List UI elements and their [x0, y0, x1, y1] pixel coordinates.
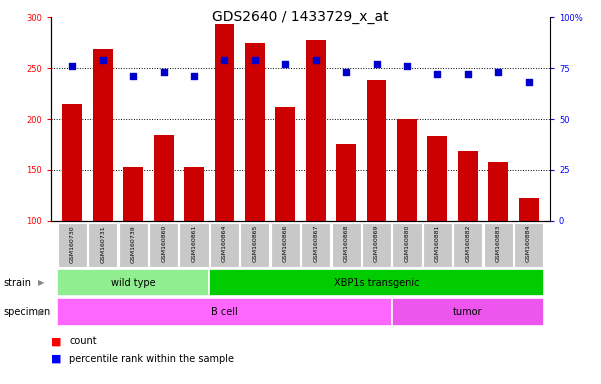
- Bar: [458, 151, 478, 221]
- Bar: [392, 298, 544, 326]
- Bar: [58, 223, 87, 267]
- Text: B cell: B cell: [211, 307, 238, 317]
- Point: [311, 57, 320, 63]
- Text: percentile rank within the sample: percentile rank within the sample: [69, 354, 234, 364]
- Text: GSM160882: GSM160882: [465, 225, 471, 262]
- Point: [219, 57, 229, 63]
- Bar: [427, 136, 447, 221]
- Point: [372, 61, 382, 67]
- Bar: [484, 223, 513, 267]
- Text: GSM160880: GSM160880: [404, 225, 409, 262]
- Bar: [519, 199, 538, 221]
- Text: GSM160864: GSM160864: [222, 225, 227, 262]
- Bar: [306, 40, 326, 221]
- Bar: [367, 80, 386, 221]
- Text: specimen: specimen: [3, 307, 50, 317]
- Point: [67, 63, 77, 69]
- Text: tumor: tumor: [453, 307, 483, 317]
- Point: [463, 71, 472, 77]
- Bar: [392, 223, 421, 267]
- Bar: [270, 223, 300, 267]
- Bar: [154, 135, 174, 221]
- Bar: [245, 43, 265, 221]
- Bar: [362, 223, 391, 267]
- Bar: [118, 223, 148, 267]
- Point: [402, 63, 412, 69]
- Text: ■: ■: [51, 354, 61, 364]
- Text: GSM160865: GSM160865: [252, 225, 257, 262]
- Bar: [184, 167, 204, 221]
- Point: [98, 57, 108, 63]
- Text: XBP1s transgenic: XBP1s transgenic: [334, 278, 419, 288]
- Point: [250, 57, 260, 63]
- Bar: [301, 223, 331, 267]
- Text: GSM160883: GSM160883: [496, 225, 501, 262]
- Bar: [123, 167, 143, 221]
- Bar: [88, 223, 117, 267]
- Bar: [336, 144, 356, 221]
- Bar: [93, 49, 112, 221]
- Text: GSM160861: GSM160861: [192, 225, 197, 262]
- Point: [433, 71, 442, 77]
- Text: GDS2640 / 1433729_x_at: GDS2640 / 1433729_x_at: [212, 10, 389, 23]
- Bar: [423, 223, 452, 267]
- Point: [189, 73, 199, 79]
- Text: GSM160884: GSM160884: [526, 225, 531, 262]
- Text: GSM160869: GSM160869: [374, 225, 379, 262]
- Point: [341, 69, 351, 75]
- Text: wild type: wild type: [111, 278, 156, 288]
- Bar: [275, 107, 295, 221]
- Text: GSM160867: GSM160867: [313, 225, 318, 262]
- Text: ▶: ▶: [38, 278, 44, 287]
- Text: GSM160731: GSM160731: [100, 225, 105, 263]
- Bar: [514, 223, 543, 267]
- Bar: [210, 223, 239, 267]
- Bar: [489, 162, 508, 221]
- Bar: [397, 119, 417, 221]
- Bar: [209, 269, 544, 296]
- Point: [281, 61, 290, 67]
- Text: strain: strain: [3, 278, 31, 288]
- Text: GSM160868: GSM160868: [344, 225, 349, 262]
- Text: GSM160739: GSM160739: [130, 225, 136, 263]
- Text: GSM160860: GSM160860: [161, 225, 166, 262]
- Bar: [180, 223, 209, 267]
- Bar: [332, 223, 361, 267]
- Text: GSM160866: GSM160866: [283, 225, 288, 262]
- Text: ■: ■: [51, 336, 61, 346]
- Bar: [240, 223, 269, 267]
- Point: [129, 73, 138, 79]
- Point: [493, 69, 503, 75]
- Bar: [63, 104, 82, 221]
- Text: count: count: [69, 336, 97, 346]
- Bar: [57, 298, 392, 326]
- Bar: [149, 223, 178, 267]
- Text: GSM160881: GSM160881: [435, 225, 440, 262]
- Text: ▶: ▶: [38, 308, 44, 317]
- Text: GSM160730: GSM160730: [70, 225, 75, 263]
- Point: [159, 69, 168, 75]
- Bar: [453, 223, 483, 267]
- Bar: [215, 25, 234, 221]
- Point: [524, 79, 534, 86]
- Bar: [57, 269, 209, 296]
